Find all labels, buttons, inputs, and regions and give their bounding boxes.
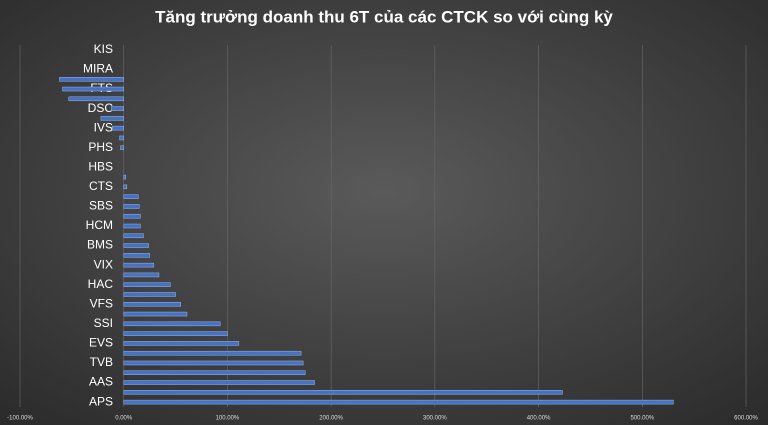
y-tick-label: SSI — [94, 316, 113, 330]
bar — [59, 76, 124, 82]
y-tick-label: CTS — [89, 179, 113, 193]
y-tick-label: DSC — [88, 101, 114, 115]
bar — [123, 399, 674, 405]
bar — [123, 341, 240, 346]
y-tick-label: MIRA — [83, 62, 113, 76]
bar — [123, 331, 228, 336]
bar — [123, 213, 141, 219]
y-tick-label: TVB — [90, 355, 113, 369]
x-tick-label: 200.00% — [319, 416, 343, 422]
bar — [100, 116, 124, 121]
bar — [123, 282, 171, 287]
bar — [123, 194, 139, 199]
y-tick-label: HAC — [88, 277, 114, 291]
y-tick-label: APS — [89, 394, 113, 408]
bar — [123, 174, 127, 180]
y-tick-label: AAS — [89, 375, 113, 389]
bar — [123, 302, 182, 307]
x-tick-label: 600.00% — [734, 416, 758, 422]
bar — [123, 243, 149, 248]
bar — [123, 311, 188, 317]
bar — [123, 390, 563, 395]
chart-title: Tăng trưởng doanh thu 6T của các CTCK so… — [155, 7, 613, 26]
bar — [119, 135, 124, 141]
bar — [123, 233, 144, 239]
bar — [62, 86, 124, 92]
bar — [123, 223, 141, 229]
bar — [123, 292, 176, 297]
x-tick-label: 100.00% — [216, 416, 240, 422]
bar — [123, 321, 221, 327]
y-tick-label: PHS — [88, 140, 113, 154]
x-tick-label: 500.00% — [630, 416, 654, 422]
x-tick-label: -100.00% — [7, 416, 33, 422]
y-tick-label: VFS — [90, 296, 113, 310]
bar — [123, 370, 306, 376]
bar — [123, 272, 160, 278]
bar — [123, 204, 140, 209]
bar — [123, 350, 302, 356]
y-tick-label: IVS — [94, 120, 113, 134]
x-tick-label: 300.00% — [423, 416, 447, 422]
y-tick-label: HBS — [88, 159, 113, 173]
bar — [123, 253, 150, 258]
bar — [112, 125, 124, 131]
bar — [68, 96, 124, 102]
bar — [111, 106, 124, 111]
bar — [123, 360, 304, 366]
y-tick-label: VIX — [94, 257, 113, 271]
y-tick-label: HCM — [86, 218, 113, 232]
bar — [120, 145, 124, 150]
x-tick-label: 0.00% — [115, 416, 133, 422]
bar — [123, 184, 128, 190]
x-tick-label: 400.00% — [527, 416, 551, 422]
y-tick-label: KIS — [94, 42, 113, 56]
y-tick-label: EVS — [89, 336, 113, 350]
y-tick-label: BMS — [87, 238, 113, 252]
bar — [123, 380, 315, 385]
bar — [123, 262, 155, 268]
y-tick-label: SBS — [89, 199, 113, 213]
